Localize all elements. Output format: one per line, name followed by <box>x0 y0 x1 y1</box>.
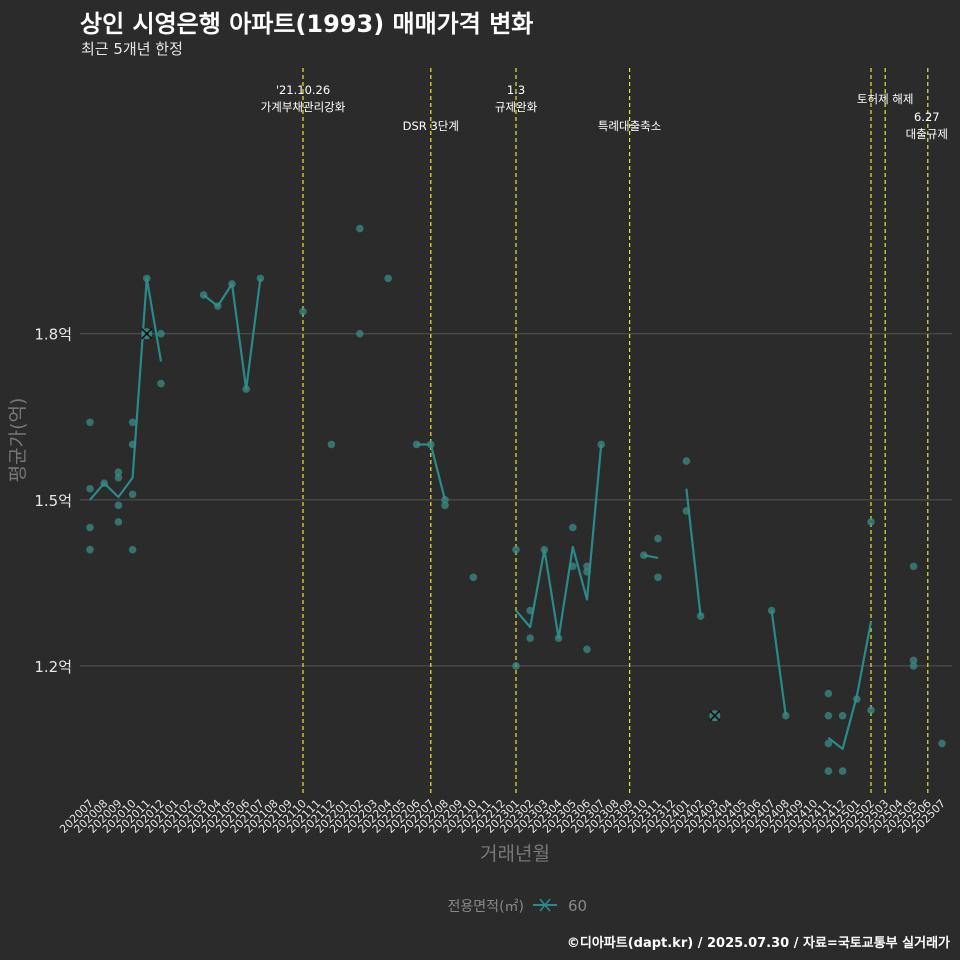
data-point <box>540 545 549 554</box>
data-point <box>114 518 123 526</box>
y-axis-ticks: 1.2억 1.5억 1.8억 <box>34 326 72 676</box>
data-point <box>583 562 591 571</box>
data-point <box>853 695 861 703</box>
data-point <box>569 562 577 571</box>
event-annotation-text: 가계부채관리강화 <box>261 100 346 114</box>
data-point <box>128 490 137 499</box>
data-point <box>583 645 591 654</box>
x-axis-ticks: 2020072020082020092020102020112020122021… <box>57 797 948 836</box>
x-axis-label: 거래년월 <box>480 843 550 865</box>
data-point <box>512 662 520 670</box>
y-tick-label: 1.2억 <box>34 658 72 676</box>
data-point <box>441 501 449 510</box>
event-annotation-text: 대출규제 <box>906 127 948 141</box>
data-point <box>128 440 137 449</box>
series-points <box>86 224 946 775</box>
data-point <box>569 523 577 532</box>
data-point <box>214 302 222 310</box>
data-point <box>526 606 534 615</box>
data-point <box>824 767 833 775</box>
chart-title: 상인 시영은행 아파트(1993) 매매가격 변화 <box>80 10 534 38</box>
data-point <box>938 739 946 748</box>
data-point <box>256 274 265 283</box>
highlight-x-marker <box>141 328 153 340</box>
legend-x-swatch <box>539 898 551 912</box>
data-point <box>199 291 208 299</box>
series-line-segment <box>827 621 873 750</box>
series-line-segment <box>89 277 163 501</box>
highlight-x-marker <box>709 710 721 722</box>
event-annotation-text: 특례대출축소 <box>598 119 661 133</box>
data-point <box>767 606 776 615</box>
data-point <box>228 280 236 288</box>
y-tick-label: 1.8억 <box>34 326 72 344</box>
data-point <box>242 385 250 393</box>
data-point <box>114 473 123 482</box>
data-point <box>640 551 648 559</box>
data-point <box>128 545 137 554</box>
data-point <box>824 711 833 720</box>
data-point <box>867 518 875 526</box>
data-point <box>909 662 918 670</box>
data-point <box>909 562 918 571</box>
data-point <box>682 457 691 465</box>
data-point <box>867 706 875 714</box>
data-point <box>157 329 165 338</box>
highlighted-points <box>141 328 721 722</box>
event-annotation-text: 6.27 <box>914 110 940 124</box>
data-point <box>909 656 918 665</box>
event-annotation-text: 토허제 해제 <box>857 92 914 106</box>
data-point <box>427 440 435 449</box>
data-point <box>114 501 123 510</box>
legend: 전용면적(㎡) 60 <box>448 897 588 915</box>
data-point <box>100 479 108 488</box>
legend-entry-60: 60 <box>568 897 587 915</box>
legend-title: 전용면적(㎡) <box>448 899 524 915</box>
data-point <box>682 507 691 515</box>
data-point <box>782 711 790 720</box>
data-point <box>696 612 705 620</box>
data-point <box>412 440 421 449</box>
event-annotation-text: DSR 3단계 <box>403 119 459 133</box>
event-annotation-text: 1.3 <box>507 83 525 97</box>
event-annotation-text: 규제완화 <box>495 100 538 114</box>
data-point <box>554 634 563 643</box>
data-point <box>597 440 605 449</box>
y-tick-label: 1.5억 <box>34 492 72 510</box>
data-point <box>654 534 662 543</box>
data-point <box>654 573 662 582</box>
data-point <box>86 523 94 532</box>
data-point <box>86 418 94 427</box>
data-point <box>526 634 534 643</box>
data-point <box>469 573 478 582</box>
data-point <box>299 307 307 316</box>
event-annotation-text: '21.10.26 <box>276 83 330 97</box>
data-point <box>86 545 94 554</box>
data-point <box>384 274 393 283</box>
data-point <box>838 767 847 775</box>
y-axis-label: 평균가(억) <box>7 398 29 483</box>
data-point <box>157 379 165 388</box>
data-point <box>824 739 833 748</box>
data-point <box>128 418 137 427</box>
data-point <box>824 689 833 698</box>
data-point <box>327 440 336 449</box>
data-point <box>512 545 520 554</box>
data-point <box>583 567 591 576</box>
data-point <box>86 484 94 493</box>
data-point <box>838 711 847 720</box>
data-point <box>356 329 364 338</box>
chart-subtitle: 최근 5개년 한정 <box>81 40 183 58</box>
footer-credit: ©디아파트(dapt.kr) / 2025.07.30 / 자료=국토교통부 실… <box>566 936 950 951</box>
data-point <box>441 496 449 504</box>
data-point <box>143 274 151 283</box>
event-lines <box>302 68 929 796</box>
series-lines <box>89 277 873 750</box>
series-line-segment <box>770 610 787 716</box>
data-point <box>114 468 123 476</box>
data-point <box>356 224 364 233</box>
